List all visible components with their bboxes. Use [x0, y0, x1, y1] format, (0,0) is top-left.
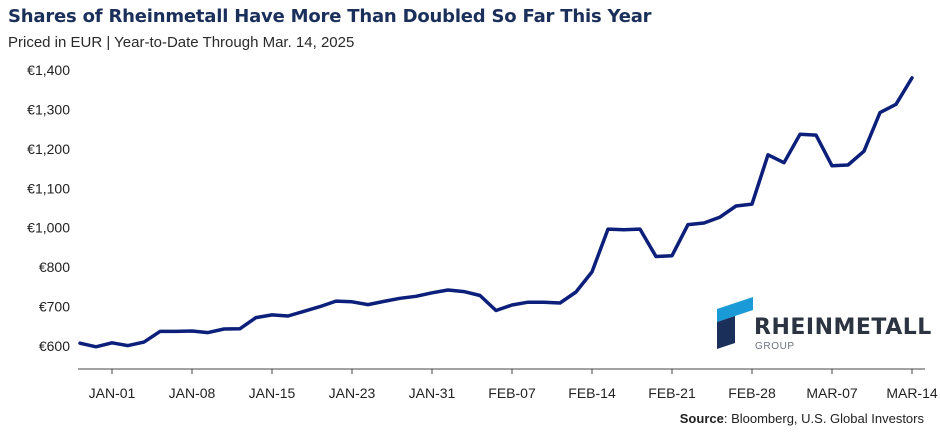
source-label: Source	[679, 411, 724, 426]
x-tick-label: FEB-28	[728, 385, 776, 401]
x-tick-label: JAN-01	[89, 385, 136, 401]
y-tick-label: €1,300	[27, 101, 70, 117]
y-tick-label: €700	[39, 299, 70, 315]
chart-subtitle: Priced in EUR | Year-to-Date Through Mar…	[8, 34, 355, 51]
x-tick-label: JAN-08	[169, 385, 216, 401]
x-tick-label: MAR-14	[886, 385, 938, 401]
y-tick-label: €1,200	[27, 141, 70, 157]
rheinmetall-logo: RHEINMETALL GROUP	[714, 295, 931, 355]
x-tick-label: FEB-07	[488, 385, 536, 401]
x-tick-label: JAN-15	[249, 385, 296, 401]
y-tick-label: €1,100	[27, 180, 70, 196]
source-text: : Bloomberg, U.S. Global Investors	[723, 411, 924, 426]
y-tick-label: €600	[39, 338, 70, 354]
y-tick-label: €1,400	[27, 62, 70, 78]
x-tick-label: MAR-07	[806, 385, 858, 401]
price-series-line	[78, 76, 914, 349]
x-tick-label: FEB-14	[568, 385, 616, 401]
x-tick-label: FEB-21	[648, 385, 696, 401]
y-tick-label: €800	[39, 259, 70, 275]
y-tick-label: €1,000	[27, 220, 70, 236]
source-note: Source: Bloomberg, U.S. Global Investors	[680, 411, 924, 426]
logo-group-text: GROUP	[755, 341, 795, 352]
x-tick-label: JAN-23	[329, 385, 376, 401]
x-tick-label: JAN-31	[409, 385, 456, 401]
logo-wordmark: RHEINMETALL	[754, 315, 932, 340]
rheinmetall-logo-icon	[717, 297, 753, 349]
chart-title: Shares of Rheinmetall Have More Than Dou…	[8, 6, 652, 27]
